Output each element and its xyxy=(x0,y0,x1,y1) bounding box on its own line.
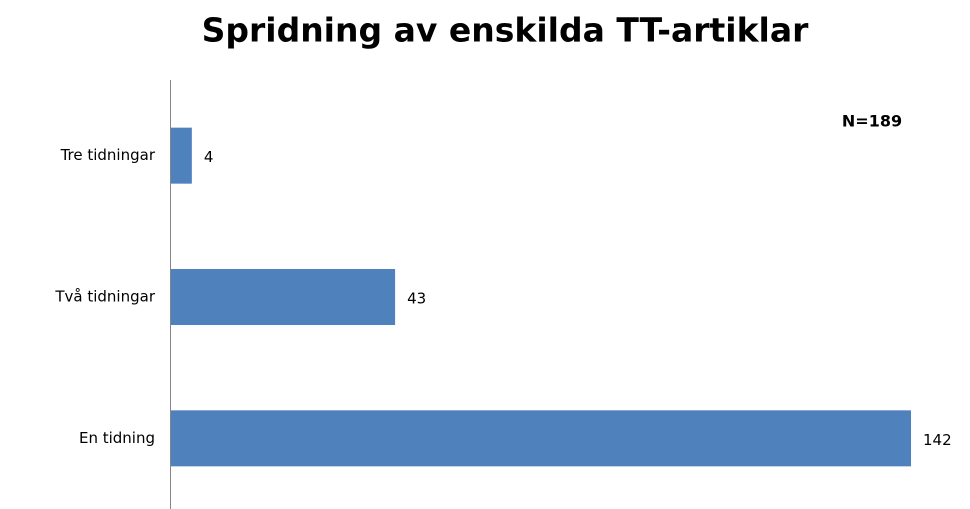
bar xyxy=(171,269,396,325)
y-tick-label: En tidning xyxy=(79,429,155,447)
annotation: N=189 xyxy=(842,112,902,131)
bar xyxy=(171,127,192,184)
data-label: 43 xyxy=(407,290,426,308)
y-tick-label: Tre tidningar xyxy=(60,146,156,164)
bar xyxy=(171,410,911,467)
data-label: 4 xyxy=(204,148,214,166)
data-label: 142 xyxy=(923,431,952,449)
chart-title: Spridning av enskilda TT-artiklar xyxy=(202,11,810,50)
y-tick-label: Två tidningar xyxy=(54,288,155,306)
